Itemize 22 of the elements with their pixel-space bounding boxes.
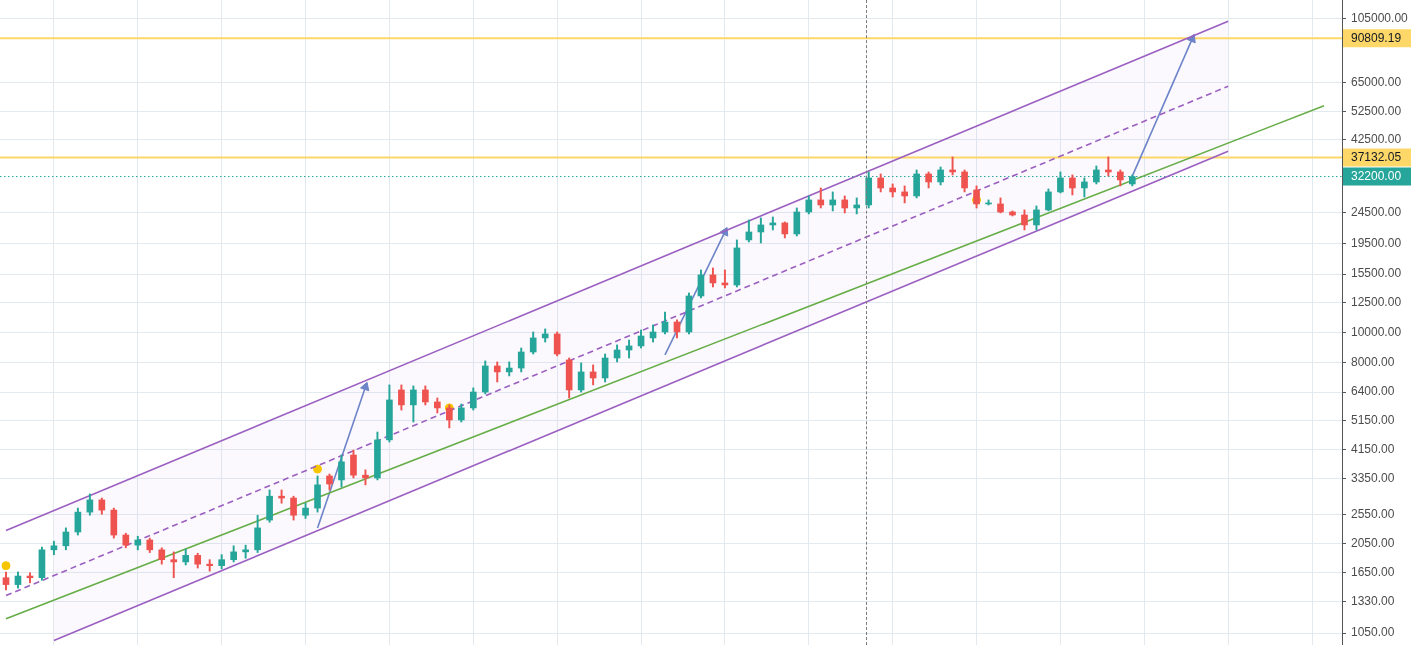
y-tick-label: 42500.00 [1351,131,1402,146]
y-tick-label: 10000.00 [1351,324,1402,339]
y-tick-label: 4150.00 [1351,442,1395,457]
ref-line-label: 37132.05 [1351,150,1402,165]
y-tick-label: 52500.00 [1351,103,1402,118]
y-tick-label: 8000.00 [1351,354,1395,369]
y-tick-label: 1650.00 [1351,565,1395,580]
y-tick-label: 12500.00 [1351,295,1402,310]
y-tick-label: 2050.00 [1351,536,1395,551]
y-tick-label: 3350.00 [1351,470,1395,485]
ref-line-label: 32200.00 [1351,169,1402,184]
y-tick-label: 5150.00 [1351,413,1395,428]
y-tick-label: 105000.00 [1351,11,1409,26]
y-tick-label: 15500.00 [1351,266,1402,281]
y-tick-label: 24500.00 [1351,205,1402,220]
ref-line-label: 90809.19 [1351,31,1402,46]
y-tick-label: 65000.00 [1351,75,1402,90]
y-tick-label: 19500.00 [1351,235,1402,250]
y-tick-label: 1050.00 [1351,625,1395,640]
y-tick-label: 1330.00 [1351,593,1395,608]
y-tick-label: 2550.00 [1351,507,1395,522]
y-tick-label: 6400.00 [1351,384,1395,399]
